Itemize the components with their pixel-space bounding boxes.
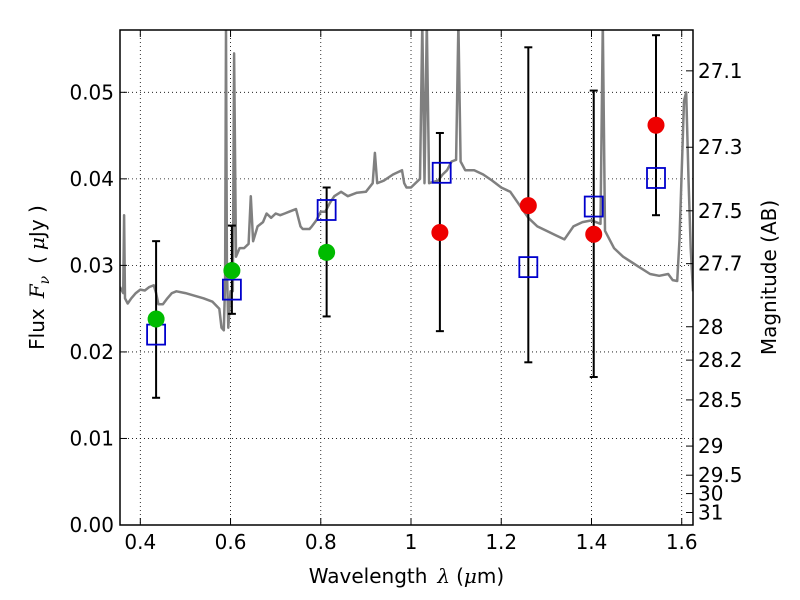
spectrum-line (120, 30, 693, 332)
x-tick-label: 0.8 (305, 530, 337, 554)
y2-tick-label: 29 (698, 434, 723, 458)
model-spectrum (120, 30, 693, 332)
model-photometry-square (646, 167, 666, 189)
y-axis-label: FluxFν(μJy ) (25, 205, 53, 350)
x-tick-label: 1 (405, 530, 418, 554)
y-tick-label: 0.01 (69, 426, 114, 450)
model-photometry-square (518, 256, 539, 279)
model-photometry-square (221, 278, 242, 301)
y2-tick-label: 28.5 (698, 388, 743, 412)
right-y-axis-label: Magnitude (AB) (757, 200, 781, 355)
observed-flux-point (223, 262, 241, 280)
observed-flux-point (647, 116, 665, 134)
y2-tick-label: 27.5 (698, 199, 743, 223)
observed-flux-point (318, 243, 336, 261)
x-tick-label: 0.6 (215, 530, 247, 554)
observed-flux-point (147, 310, 165, 328)
y-tick-label: 0.00 (69, 513, 114, 537)
y2-tick-label: 27.7 (698, 252, 743, 276)
y2-tick-label: 28.2 (698, 348, 743, 372)
x-tick-label: 0.4 (124, 530, 156, 554)
y2-tick-label: 31 (698, 500, 723, 524)
model-photometry-square (583, 195, 604, 218)
y2-tick-label: 28 (698, 315, 723, 339)
y-tick-label: 0.05 (69, 80, 114, 104)
observed-flux-point (431, 224, 449, 241)
y-tick-label: 0.03 (69, 253, 114, 277)
x-axis-label: Wavelength λ (μm) (309, 564, 504, 588)
model-photometry-square (316, 199, 337, 221)
y2-tick-label: 30 (698, 482, 723, 506)
observed-flux-point (585, 225, 603, 243)
y2-tick-label: 29.5 (698, 463, 743, 487)
y-tick-label: 0.02 (69, 340, 114, 364)
observed-flux-point (519, 197, 537, 215)
y2-tick-label: 27.1 (698, 59, 743, 83)
plot-frame (119, 29, 694, 526)
y-tick-label: 0.04 (69, 167, 114, 191)
axis-ticks (120, 30, 693, 526)
x-tick-label: 1.6 (666, 530, 698, 554)
observed-flux-markers (147, 116, 665, 328)
y2-tick-label: 27.3 (698, 135, 743, 159)
error-bars (152, 34, 661, 399)
model-photometry-markers (146, 161, 666, 346)
model-photometry-square (431, 161, 452, 184)
x-tick-label: 1.4 (576, 530, 608, 554)
x-tick-label: 1.2 (485, 530, 517, 554)
tick-labels: 0.4 0.6 0.8 1 1.2 1.4 1.6 0.00 0.01 0.02 0.03 0.04 0… (69, 59, 742, 554)
grid-lines (120, 30, 693, 525)
